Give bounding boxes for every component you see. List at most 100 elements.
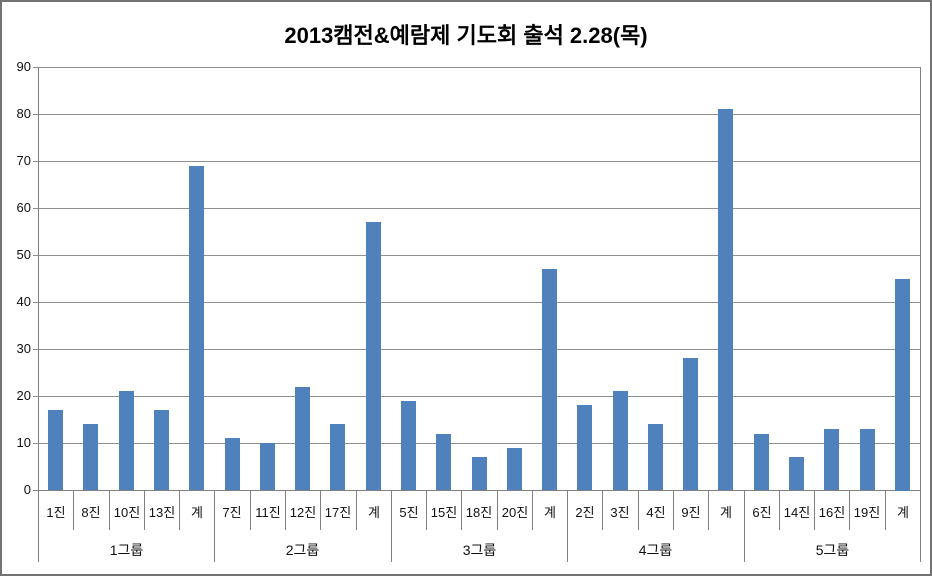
- x-axis-category-label: 17진: [324, 505, 352, 520]
- y-axis-tick-label: 10: [16, 435, 31, 450]
- y-axis-tick-label: 20: [16, 388, 31, 403]
- category-divider: [285, 490, 286, 530]
- category-divider: [602, 490, 603, 530]
- chart-bar: [154, 410, 169, 490]
- x-axis-group-label: 5그룹: [815, 542, 850, 558]
- x-axis-group-label: 4그룹: [638, 542, 673, 558]
- chart-bar: [119, 391, 134, 490]
- category-divider: [179, 490, 180, 530]
- group-divider: [567, 530, 568, 562]
- category-divider: [814, 490, 815, 530]
- chart-bar: [330, 424, 345, 490]
- x-axis-category-label: 6진: [752, 505, 772, 520]
- category-divider: [356, 490, 357, 530]
- category-divider: [320, 490, 321, 530]
- chart-bar: [472, 457, 487, 490]
- x-axis-category-label: 계: [191, 505, 203, 520]
- category-divider: [779, 490, 780, 530]
- y-axis-tick-label: 50: [16, 247, 31, 262]
- x-axis-category-label: 계: [544, 505, 556, 520]
- chart-bar: [48, 410, 63, 490]
- x-axis-category-label: 7진: [222, 505, 242, 520]
- chart-bar: [683, 358, 698, 490]
- x-axis-category-label: 11진: [255, 505, 281, 520]
- category-divider: [461, 490, 462, 530]
- chart-bar: [189, 166, 204, 490]
- x-axis-group-label: 2그룹: [285, 542, 320, 558]
- chart-bar: [295, 387, 310, 490]
- category-divider: [744, 490, 745, 530]
- chart-bar: [577, 405, 592, 490]
- category-divider: [109, 490, 110, 530]
- x-axis-category-label: 12진: [289, 505, 317, 520]
- chart-bar: [613, 391, 628, 490]
- chart-bar: [436, 434, 451, 490]
- category-divider: [567, 490, 568, 530]
- category-divider: [708, 490, 709, 530]
- chart-bar: [860, 429, 875, 490]
- chart-bar: [83, 424, 98, 490]
- y-gridline: [33, 67, 920, 68]
- chart-bar: [895, 279, 910, 491]
- y-gridline: [33, 114, 920, 115]
- chart-bar: [754, 434, 769, 490]
- group-divider: [744, 530, 745, 562]
- y-axis-tick-label: 80: [16, 106, 31, 121]
- x-axis-category-label: 3진: [610, 505, 630, 520]
- chart-bar: [401, 401, 416, 490]
- x-axis-line: [33, 490, 920, 491]
- x-axis-category-label: 8진: [81, 505, 101, 520]
- chart-bar: [648, 424, 663, 490]
- chart-bar: [824, 429, 839, 490]
- chart-bar: [542, 269, 557, 490]
- x-axis-category-label: 19진: [853, 505, 881, 520]
- chart-title: 2013캠전&예람제 기도회 출석 2.28(목): [284, 23, 648, 48]
- chart-bar: [260, 443, 275, 490]
- x-axis-category-label: 5진: [399, 505, 419, 520]
- category-divider: [532, 490, 533, 530]
- x-axis-category-label: 1진: [46, 505, 66, 520]
- x-axis-group-label: 1그룹: [109, 542, 144, 558]
- chart-bar: [718, 109, 733, 490]
- y-axis-tick-label: 0: [23, 482, 31, 497]
- x-axis-category-label: 20진: [501, 505, 529, 520]
- y-gridline: [33, 396, 920, 397]
- category-divider: [250, 490, 251, 530]
- category-divider: [73, 490, 74, 530]
- category-divider: [144, 490, 145, 530]
- x-axis-category-label: 계: [897, 505, 909, 520]
- x-axis-category-label: 16진: [818, 505, 846, 520]
- category-divider: [638, 490, 639, 530]
- x-axis-category-label: 2진: [575, 505, 595, 520]
- category-divider: [849, 490, 850, 530]
- y-gridline: [33, 302, 920, 303]
- category-divider: [426, 490, 427, 530]
- chart-bar: [366, 222, 381, 490]
- x-axis-category-label: 14진: [783, 505, 811, 520]
- category-divider: [391, 490, 392, 530]
- y-gridline: [33, 255, 920, 256]
- category-divider: [497, 490, 498, 530]
- x-axis-category-label: 18진: [465, 505, 493, 520]
- y-gridline: [33, 349, 920, 350]
- x-axis-category-label: 9진: [681, 505, 701, 520]
- chart-bar: [507, 448, 522, 490]
- x-axis-category-label: 10진: [113, 505, 141, 520]
- category-divider: [673, 490, 674, 530]
- chart-bar: [789, 457, 804, 490]
- y-axis-tick-label: 60: [16, 200, 31, 215]
- y-gridline: [33, 208, 920, 209]
- x-axis-category-label: 4진: [646, 505, 666, 520]
- x-axis-category-label: 13진: [148, 505, 176, 520]
- y-axis-line: [38, 67, 39, 562]
- y-gridline: [33, 161, 920, 162]
- y-axis-tick-label: 30: [16, 341, 31, 356]
- plot-right-border: [920, 67, 921, 562]
- group-divider: [391, 530, 392, 562]
- y-axis-tick-label: 70: [16, 153, 31, 168]
- chart-bar: [225, 438, 240, 490]
- y-axis-tick-label: 90: [16, 59, 31, 74]
- category-divider: [214, 490, 215, 530]
